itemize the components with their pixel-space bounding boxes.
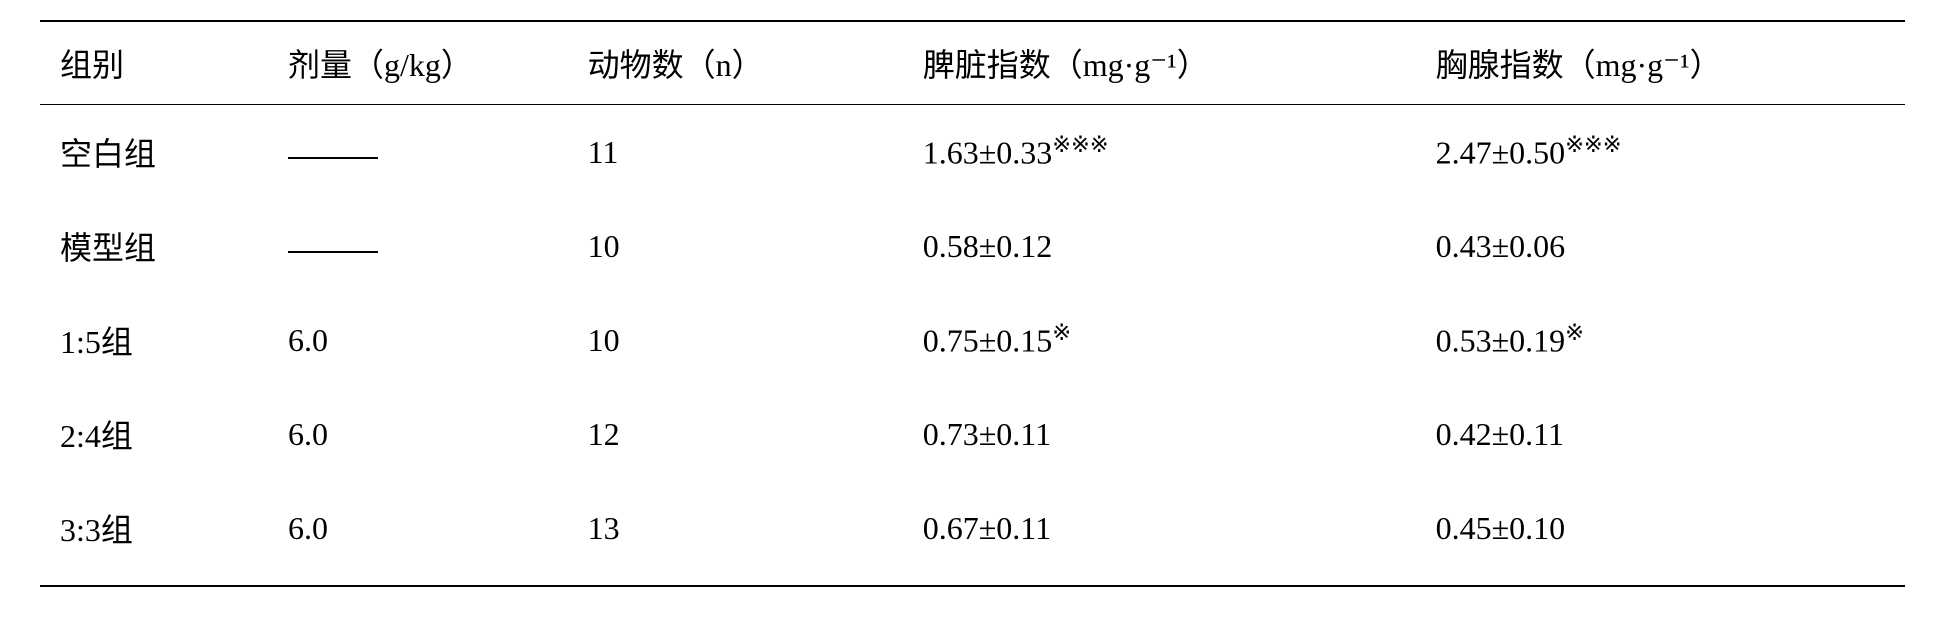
dash-icon bbox=[288, 157, 378, 159]
table-row: 1:5组6.0100.75±0.15※0.53±0.19※ bbox=[40, 293, 1905, 387]
cell-thymus: 0.42±0.11 bbox=[1428, 387, 1905, 481]
cell-dose: 6.0 bbox=[280, 387, 580, 481]
cell-dose: 6.0 bbox=[280, 293, 580, 387]
thymus-sig-marker: ※ bbox=[1565, 320, 1584, 345]
cell-spleen: 0.75±0.15※ bbox=[915, 293, 1428, 387]
cell-group: 模型组 bbox=[40, 199, 280, 293]
cell-thymus: 0.53±0.19※ bbox=[1428, 293, 1905, 387]
col-header-group: 组别 bbox=[40, 21, 280, 105]
cell-group: 1:5组 bbox=[40, 293, 280, 387]
col-header-n: 动物数（n） bbox=[580, 21, 915, 105]
table-row: 2:4组6.0120.73±0.110.42±0.11 bbox=[40, 387, 1905, 481]
cell-group: 空白组 bbox=[40, 105, 280, 200]
dash-icon bbox=[288, 251, 378, 253]
thymus-sig-marker: ※※※ bbox=[1565, 132, 1621, 157]
cell-group: 3:3组 bbox=[40, 481, 280, 586]
cell-thymus: 0.45±0.10 bbox=[1428, 481, 1905, 586]
cell-dose bbox=[280, 199, 580, 293]
cell-thymus: 2.47±0.50※※※ bbox=[1428, 105, 1905, 200]
spleen-sig-marker: ※※※ bbox=[1052, 132, 1108, 157]
col-header-spleen: 脾脏指数（mg·g⁻¹） bbox=[915, 21, 1428, 105]
data-table: 组别 剂量（g/kg） 动物数（n） 脾脏指数（mg·g⁻¹） 胸腺指数（mg·… bbox=[40, 20, 1905, 587]
spleen-sig-marker: ※ bbox=[1052, 320, 1071, 345]
cell-n: 11 bbox=[580, 105, 915, 200]
cell-n: 12 bbox=[580, 387, 915, 481]
table-row: 空白组 111.63±0.33※※※2.47±0.50※※※ bbox=[40, 105, 1905, 200]
cell-spleen: 0.73±0.11 bbox=[915, 387, 1428, 481]
cell-spleen: 0.67±0.11 bbox=[915, 481, 1428, 586]
col-header-dose: 剂量（g/kg） bbox=[280, 21, 580, 105]
cell-group: 2:4组 bbox=[40, 387, 280, 481]
cell-n: 10 bbox=[580, 293, 915, 387]
cell-dose: 6.0 bbox=[280, 481, 580, 586]
col-header-thymus: 胸腺指数（mg·g⁻¹） bbox=[1428, 21, 1905, 105]
cell-dose bbox=[280, 105, 580, 200]
cell-n: 10 bbox=[580, 199, 915, 293]
table-row: 模型组 100.58±0.120.43±0.06 bbox=[40, 199, 1905, 293]
cell-n: 13 bbox=[580, 481, 915, 586]
cell-spleen: 0.58±0.12 bbox=[915, 199, 1428, 293]
table-body: 空白组 111.63±0.33※※※2.47±0.50※※※ 模型组 100.58±0… bbox=[40, 105, 1905, 587]
cell-thymus: 0.43±0.06 bbox=[1428, 199, 1905, 293]
table-row: 3:3组6.0130.67±0.110.45±0.10 bbox=[40, 481, 1905, 586]
cell-spleen: 1.63±0.33※※※ bbox=[915, 105, 1428, 200]
table-header-row: 组别 剂量（g/kg） 动物数（n） 脾脏指数（mg·g⁻¹） 胸腺指数（mg·… bbox=[40, 21, 1905, 105]
